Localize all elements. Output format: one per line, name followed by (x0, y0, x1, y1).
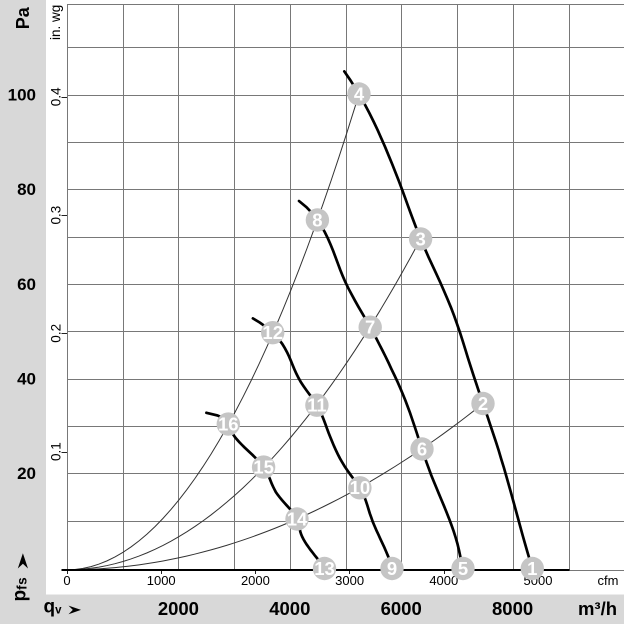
svg-text:6000: 6000 (381, 598, 422, 619)
svg-text:5: 5 (458, 558, 468, 579)
svg-text:80: 80 (17, 180, 36, 199)
svg-text:12: 12 (262, 322, 283, 343)
svg-text:cfm: cfm (598, 573, 619, 588)
svg-text:6: 6 (417, 438, 427, 459)
svg-text:0: 0 (63, 573, 70, 588)
svg-text:100: 100 (8, 85, 36, 104)
svg-text:pfs: pfs (10, 577, 31, 602)
svg-text:8000: 8000 (492, 598, 533, 619)
svg-text:16: 16 (218, 414, 239, 435)
svg-text:9: 9 (387, 558, 397, 579)
svg-text:2: 2 (478, 393, 488, 414)
svg-text:1: 1 (527, 558, 537, 579)
svg-text:40: 40 (17, 369, 36, 388)
svg-text:0.3: 0.3 (49, 206, 64, 225)
svg-text:14: 14 (287, 508, 308, 529)
svg-text:3000: 3000 (335, 573, 364, 588)
svg-text:20: 20 (17, 464, 36, 483)
svg-text:2000: 2000 (158, 598, 199, 619)
svg-text:60: 60 (17, 275, 36, 294)
svg-text:3: 3 (415, 228, 425, 249)
svg-text:4: 4 (354, 83, 365, 104)
svg-text:1000: 1000 (147, 573, 176, 588)
svg-text:4000: 4000 (429, 573, 458, 588)
svg-text:2000: 2000 (241, 573, 270, 588)
svg-text:13: 13 (314, 558, 335, 579)
svg-text:11: 11 (307, 395, 327, 416)
svg-text:0.1: 0.1 (49, 442, 64, 461)
svg-text:7: 7 (365, 317, 375, 338)
svg-text:8: 8 (312, 209, 322, 230)
svg-text:in. wg: in. wg (48, 5, 63, 40)
svg-text:4000: 4000 (269, 598, 310, 619)
svg-text:0.2: 0.2 (49, 324, 64, 343)
svg-text:Pa: Pa (13, 6, 33, 29)
svg-text:10: 10 (350, 477, 371, 498)
svg-text:0.4: 0.4 (49, 87, 64, 106)
svg-text:m³/h: m³/h (578, 598, 617, 619)
svg-text:15: 15 (253, 457, 274, 478)
